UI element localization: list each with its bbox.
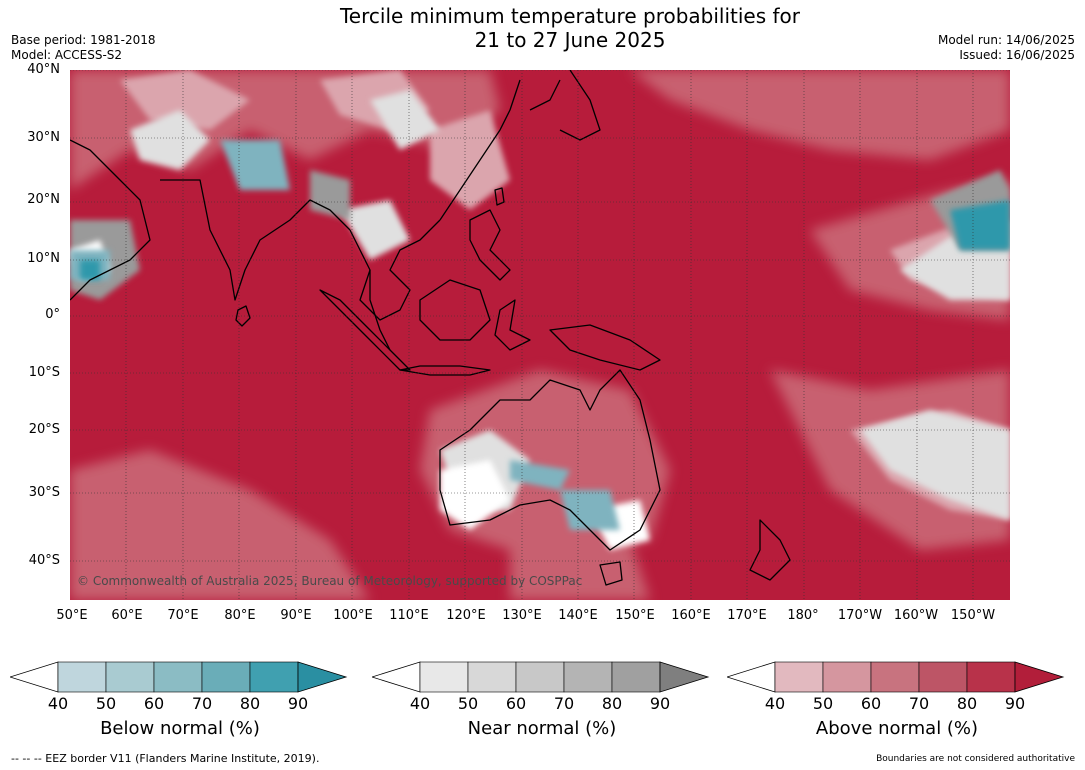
- legend-tick-label: 70: [908, 694, 930, 713]
- boundary-disclaimer: Boundaries are not considered authoritat…: [876, 754, 1075, 764]
- legend-colorbar: [727, 661, 1065, 693]
- lon-label: 170°W: [837, 608, 883, 623]
- legend-swatch: [918, 661, 968, 693]
- model-name: Model: ACCESS-S2: [11, 48, 123, 62]
- strong-below-normal-regions: [80, 200, 1010, 280]
- legend-colorbar: [10, 661, 348, 693]
- legend-swatch: [870, 661, 920, 693]
- legend-swatch: [105, 661, 155, 693]
- legend-below-normal: Below normal (%) 40 50 60 70 80 90: [10, 660, 350, 740]
- legend-extend-high: [1014, 661, 1065, 693]
- map-panel: [70, 70, 1010, 600]
- legend-swatch: [774, 661, 824, 693]
- lat-label: 40°N: [27, 62, 60, 77]
- legend-tick-label: 80: [239, 694, 261, 713]
- lon-label: 180°: [787, 608, 819, 623]
- legend-tick-label: 90: [287, 694, 309, 713]
- lon-label: 170°E: [727, 608, 767, 623]
- lat-label: 20°N: [27, 192, 60, 207]
- legend-tick-label: 80: [601, 694, 623, 713]
- lon-label: 70°E: [167, 608, 199, 623]
- legend-extend-low: [727, 661, 776, 693]
- lat-label: 20°S: [28, 422, 60, 437]
- lon-label: 150°E: [615, 608, 655, 623]
- legend-swatch: [201, 661, 251, 693]
- model-run: Model run: 14/06/2025: [937, 33, 1075, 47]
- legend-tick-label: 50: [95, 694, 117, 713]
- lon-label: 50°E: [56, 608, 88, 623]
- title-line-2: 21 to 27 June 2025: [474, 28, 666, 52]
- legend-title: Below normal (%): [100, 718, 260, 739]
- legend-above-normal: Above normal (%) 40 50 60 70 80 90: [727, 660, 1067, 740]
- legend-tick-label: 50: [457, 694, 479, 713]
- legend-tick-label: 40: [409, 694, 431, 713]
- lon-label: 160°E: [671, 608, 711, 623]
- lat-label: 10°S: [28, 365, 60, 380]
- base-period: Base period: 1981-2018: [11, 33, 156, 47]
- legend-tick-label: 60: [505, 694, 527, 713]
- legend-tick-label: 80: [956, 694, 978, 713]
- legend-swatch: [57, 661, 107, 693]
- legend-swatch: [563, 661, 613, 693]
- chart-title: Tercile minimum temperature probabilitie…: [0, 4, 1085, 52]
- legend-swatch: [467, 661, 517, 693]
- legend-colorbar: [372, 661, 710, 693]
- issued-date: Issued: 16/06/2025: [959, 48, 1075, 62]
- graticule: [70, 70, 1010, 600]
- legend-tick-label: 40: [47, 694, 69, 713]
- lat-label: 0°: [45, 307, 60, 322]
- lon-label: 130°E: [502, 608, 542, 623]
- legend-tick-label: 50: [812, 694, 834, 713]
- meta-right: Model run: 14/06/2025 Issued: 16/06/2025: [938, 33, 1075, 63]
- legend-swatch: [249, 661, 299, 693]
- lon-label: 120°E: [446, 608, 486, 623]
- lon-label: 60°E: [111, 608, 143, 623]
- lat-label: 40°S: [28, 553, 60, 568]
- lon-label: 80°E: [224, 608, 256, 623]
- legend-tick-label: 70: [553, 694, 575, 713]
- legend-swatch: [822, 661, 872, 693]
- legend-tick-label: 40: [764, 694, 786, 713]
- map-svg: [70, 70, 1010, 600]
- legend-swatch: [153, 661, 203, 693]
- legend-title: Near normal (%): [467, 718, 617, 739]
- copyright-notice: © Commonwealth of Australia 2025, Bureau…: [77, 574, 583, 588]
- lat-label: 30°S: [28, 485, 60, 500]
- meta-left: Base period: 1981-2018 Model: ACCESS-S2: [11, 33, 156, 63]
- legend-swatch: [966, 661, 1016, 693]
- legend-tick-label: 60: [143, 694, 165, 713]
- lat-label: 10°N: [27, 251, 60, 266]
- legend-extend-high: [297, 661, 348, 693]
- title-line-1: Tercile minimum temperature probabilitie…: [339, 4, 801, 28]
- legend-extend-high: [659, 661, 710, 693]
- lon-label: 140°E: [558, 608, 598, 623]
- legend-tick-label: 70: [191, 694, 213, 713]
- eez-border-note: -- -- -- EEZ border V11 (Flanders Marine…: [11, 752, 320, 765]
- lon-label: 110°E: [389, 608, 429, 623]
- legend-tick-label: 60: [860, 694, 882, 713]
- legend-tick-label: 90: [1004, 694, 1026, 713]
- legend-title: Above normal (%): [815, 718, 979, 739]
- lon-label: 150°W: [950, 608, 996, 623]
- legend-extend-low: [372, 661, 421, 693]
- legend-near-normal: Near normal (%) 40 50 60 70 80 90: [372, 660, 712, 740]
- lon-label: 100°E: [333, 608, 373, 623]
- coastlines: [70, 70, 791, 586]
- legend-tick-label: 90: [649, 694, 671, 713]
- legend-swatch: [419, 661, 469, 693]
- legend-extend-low: [10, 661, 59, 693]
- legend-swatch: [611, 661, 661, 693]
- legend-swatch: [515, 661, 565, 693]
- lon-label: 160°W: [893, 608, 939, 623]
- lon-label: 90°E: [280, 608, 312, 623]
- lat-label: 30°N: [27, 130, 60, 145]
